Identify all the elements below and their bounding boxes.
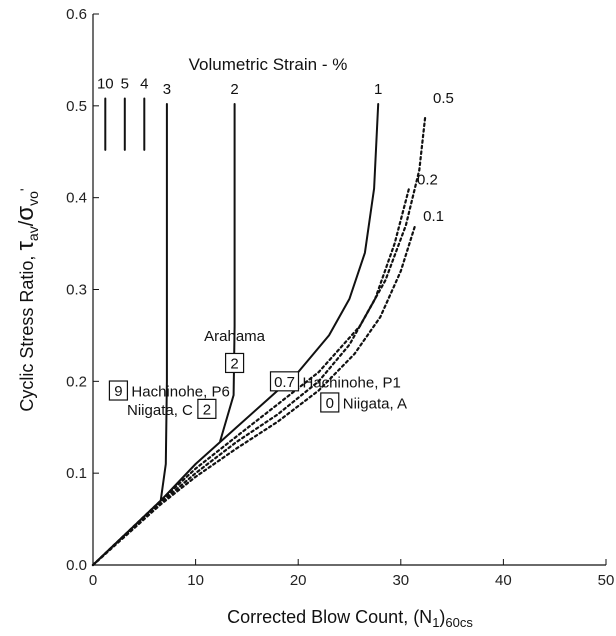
series-label-10: 10 [97,75,114,92]
annotation-label: Niigata, C [127,402,193,419]
annotation-label: Hachinohe, P6 [131,384,229,401]
annotation-label: Niigata, A [343,395,407,412]
y-tick-label: 0.5 [66,98,87,115]
y-tick-label: 0.2 [66,373,87,390]
series-label-4: 4 [140,75,148,92]
annotation-box [197,398,217,419]
y-axis-title: Cyclic Stress Ratio, τav/σvo' [12,188,41,411]
series-label-2: 2 [230,81,238,98]
annotation-box-value: 9 [114,383,122,400]
x-tick-label: 0 [89,572,97,589]
series-label-0_1: 0.1 [423,208,444,225]
annotation-0: 9 Hachinohe, P6 [108,380,230,401]
annotations: 9 Hachinohe, P62 Niigata, C 2 Arahama 0.7 Hach… [108,328,407,419]
annotation-label: Arahama [204,328,266,345]
annotation-box-value: 0 [326,395,334,412]
y-tick-label: 0.4 [66,190,87,207]
annotation-3: 0.7 Hachinohe, P1 [269,371,401,392]
x-tick-label: 20 [290,572,307,589]
series-line-0_1 [91,224,417,567]
y-tick-label: 0.1 [66,465,87,482]
series-line-0_5 [91,113,427,567]
y-tick-label: 0.3 [66,282,87,299]
series-line-3 [92,103,168,566]
x-tick-label: 30 [392,572,409,589]
annotation-box-value: 2 [203,401,211,418]
curves [91,97,427,567]
annotation-box-value: 0.7 [274,374,295,391]
annotation-box [320,392,340,413]
annotation-box-value: 2 [230,355,238,372]
y-tick-label: 0.6 [66,6,87,23]
annotation-label: Hachinohe, P1 [302,374,400,391]
series-label-3: 3 [163,81,171,98]
series-label-5: 5 [121,75,129,92]
x-tick-label: 10 [187,572,204,589]
annotation-1: 2 Niigata, C [127,398,217,419]
annotation-4: 0 Niigata, A [320,392,407,413]
annotation-box [224,352,245,374]
annotation-2: 2 Arahama [204,328,266,374]
x-tick-label: 50 [598,572,615,589]
annotation-box [108,380,129,401]
annotation-box [269,371,300,392]
series-label-1: 1 [374,81,382,98]
series-line-0_2 [91,187,411,567]
series-label-0_5: 0.5 [433,90,454,107]
curve-labels: 10 5 4 3 2 1 0.5 0.2 0.1 [97,75,454,225]
x-axis-title: Corrected Blow Count, (N1)60cs [227,607,473,630]
series-label-0_2: 0.2 [417,171,438,188]
x-tick-label: 40 [495,572,512,589]
axes: 0.00.10.20.30.40.50.60 10 20 30 40 50 [66,6,614,589]
legend-header: Volumetric Strain - % [189,55,348,74]
y-tick-label: 0.0 [66,557,87,574]
